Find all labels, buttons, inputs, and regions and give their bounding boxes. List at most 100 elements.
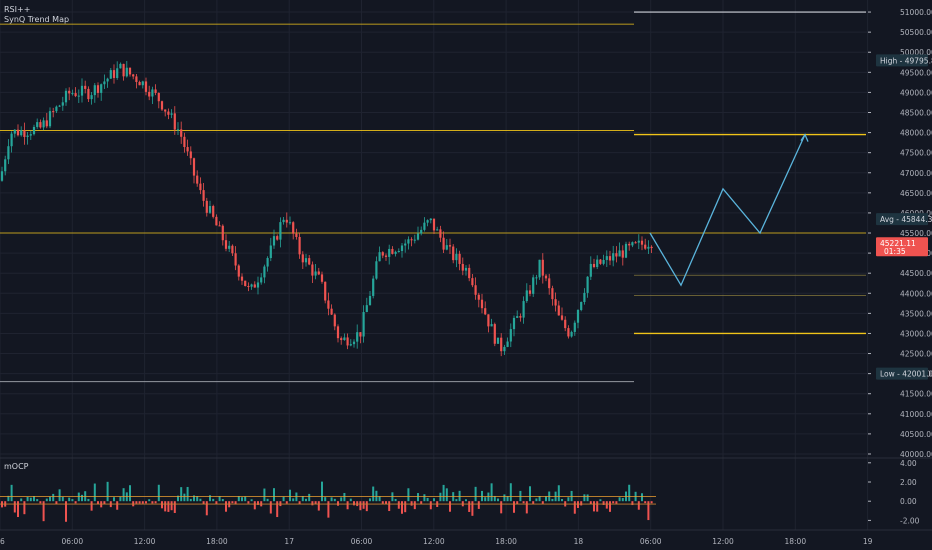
time-tick-label: 18:00 [495, 537, 517, 546]
current-price-text: 45221.11 [880, 239, 916, 248]
osc-bar [372, 486, 375, 502]
candle-body [573, 322, 576, 332]
candle-body [554, 299, 557, 306]
osc-bar [337, 501, 339, 506]
osc-bar [71, 499, 74, 502]
candle-body [541, 259, 544, 276]
candle-body [314, 271, 317, 276]
osc-bar [39, 501, 42, 504]
osc-bar [167, 501, 170, 512]
osc-bar [381, 501, 384, 504]
osc-bar [295, 492, 298, 502]
candle-body [500, 337, 503, 352]
price-tick-label: 47000.00 [900, 169, 932, 178]
candle-body [391, 248, 394, 254]
candle-body [317, 271, 320, 275]
candle-body [397, 250, 400, 252]
time-tick-label: 06:00 [61, 537, 83, 546]
osc-bar [244, 496, 247, 502]
candle-body [423, 222, 426, 230]
candle-body [343, 337, 346, 341]
candle-body [269, 245, 272, 259]
candle-body [221, 225, 224, 241]
candle-body [637, 240, 640, 243]
candle-body [628, 243, 631, 246]
candle-body [484, 308, 487, 315]
osc-bar [276, 501, 279, 518]
price-tick-label: 51000.00 [900, 8, 932, 17]
osc-bar [138, 501, 141, 504]
osc-bar [647, 501, 650, 521]
osc-bar [340, 497, 343, 502]
osc-bar [154, 501, 157, 504]
osc-bar [237, 496, 240, 502]
osc-bar [36, 499, 39, 502]
osc-bar [225, 501, 227, 512]
candle-body [372, 278, 375, 296]
candle-body [215, 216, 218, 226]
osc-bar [561, 498, 563, 502]
osc-bar [612, 501, 615, 504]
low-marker-text: Low - 42001.00 [880, 370, 932, 379]
rsi-indicator-label[interactable]: RSI++ [4, 5, 31, 14]
osc-bar [212, 498, 215, 502]
osc-bar [468, 501, 471, 512]
time-tick-label: 18:00 [206, 537, 228, 546]
osc-bar [234, 501, 237, 505]
candle-body [148, 91, 151, 97]
candle-body [455, 253, 458, 261]
high-marker-tag [876, 54, 928, 67]
price-tick-label: 50000.00 [900, 48, 932, 57]
osc-bar [426, 497, 429, 502]
osc-bar [93, 483, 96, 502]
osc-bar [509, 483, 512, 502]
price-tick-label: 41500.00 [900, 390, 932, 399]
osc-bar [177, 495, 179, 502]
osc-bar [490, 483, 493, 502]
oscillator-indicator-label[interactable]: mOCP [4, 462, 29, 471]
candle-body [634, 242, 637, 244]
candle-body [4, 159, 7, 172]
trend-map-indicator-label[interactable]: SynQ Trend Map [4, 15, 70, 24]
osc-bar [215, 501, 218, 505]
osc-bar [583, 494, 586, 502]
osc-bar [148, 499, 151, 502]
osc-bar [407, 488, 410, 502]
candle-body [429, 218, 432, 221]
price-tick-label: 47500.00 [900, 149, 932, 158]
price-tick-label: 40500.00 [900, 430, 932, 439]
osc-bar [199, 498, 202, 502]
osc-bar [327, 501, 330, 518]
candle-body [106, 78, 109, 82]
osc-bar [17, 501, 19, 518]
price-tick-label: 46500.00 [900, 189, 932, 198]
candle-body [87, 88, 90, 100]
candle-body [493, 324, 496, 344]
price-tick-label: 48500.00 [900, 108, 932, 117]
candle-body [442, 237, 445, 250]
osc-bar [593, 501, 595, 512]
oscillator-pane: 4.00 2.00 0.00 -2.00 [0, 459, 920, 525]
osc-bar [439, 492, 442, 502]
osc-bar [599, 499, 602, 502]
osc-bar [42, 501, 45, 522]
osc-bar [61, 496, 64, 502]
osc-bar [106, 481, 109, 502]
osc-bar [516, 501, 519, 504]
candle-body [519, 316, 522, 318]
projection-line [649, 134, 806, 287]
osc-bar [221, 499, 224, 502]
candle-body [538, 259, 541, 278]
price-markers: High - 49795.89 Avg - 45844.32 Low - 42001… [876, 54, 932, 380]
osc-bar [615, 501, 618, 504]
candle-body [426, 220, 429, 223]
osc-bar [58, 489, 61, 502]
osc-bar [257, 501, 259, 505]
candle-body [330, 308, 333, 315]
osc-bar [273, 488, 275, 502]
osc-bar [513, 501, 515, 513]
candle-body [218, 225, 221, 227]
osc-bar [471, 501, 474, 516]
candle-body [205, 200, 208, 213]
